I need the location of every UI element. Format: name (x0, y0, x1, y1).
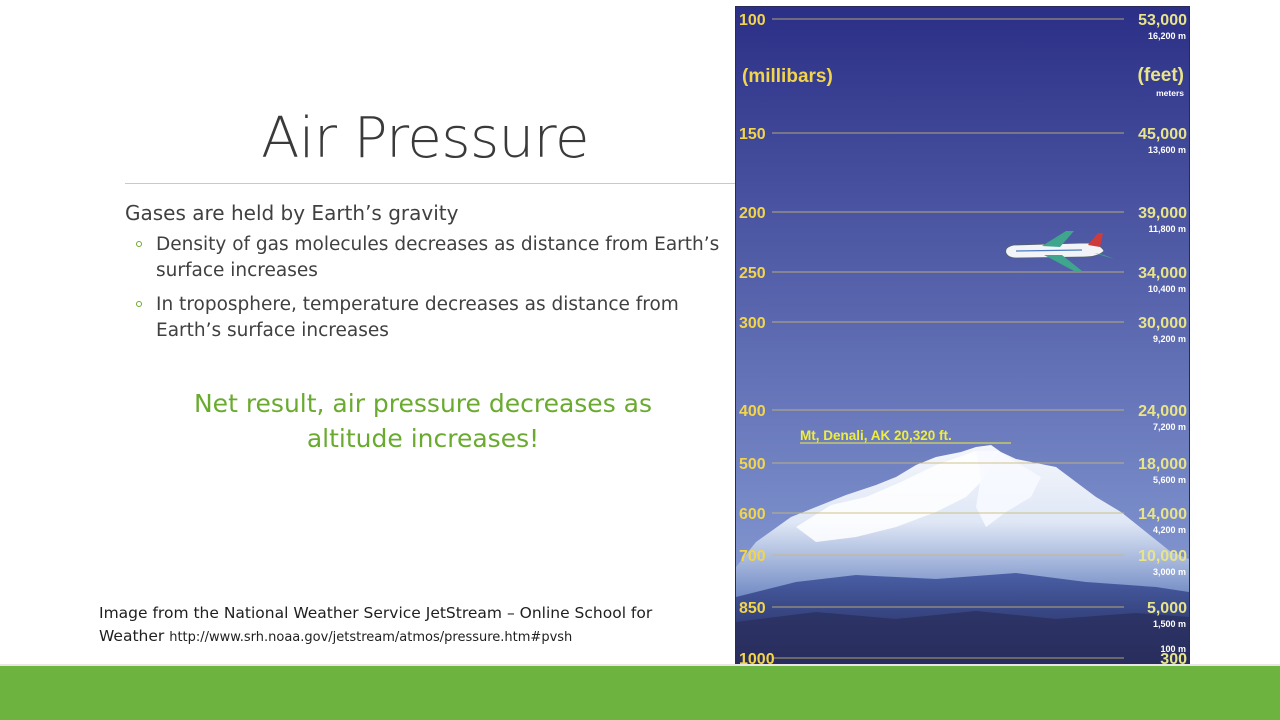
feet-label: 45,000 (1138, 126, 1187, 143)
main-bullet: Gases are held by Earth’s gravity (125, 201, 459, 225)
sub-bullet-text: Density of gas molecules decreases as di… (156, 234, 720, 281)
sub-bullet: In troposphere, temperature decreases as… (125, 292, 725, 344)
meters-label: 3,000 m (1153, 567, 1186, 577)
meters-unit-label: meters (1156, 88, 1184, 98)
sub-bullet: Density of gas molecules decreases as di… (125, 232, 725, 284)
citation-link[interactable]: http://www.srh.noaa.gov/jetstream/atmos/… (169, 630, 573, 645)
millibar-label: 850 (739, 600, 766, 617)
feet-label: 34,000 (1138, 265, 1187, 282)
feet-label: 24,000 (1138, 403, 1187, 420)
footer-bar (0, 666, 1280, 720)
meters-label: 4,200 m (1153, 525, 1186, 535)
millibar-label: 150 (739, 126, 766, 143)
meters-label: 5,600 m (1153, 475, 1186, 485)
pressure-altitude-figure: 100 53,000 16,200 m 150 45,000 13,600 m 200 39,… (735, 6, 1190, 667)
meters-label: 13,600 m (1148, 145, 1186, 155)
feet-label: 14,000 (1138, 506, 1187, 523)
feet-label: 53,000 (1138, 12, 1187, 29)
feet-label: 5,000 (1147, 600, 1187, 617)
millibar-label: 100 (739, 12, 766, 29)
slide-body: Gases are held by Earth’s gravity Densit… (125, 200, 725, 352)
image-citation: Image from the National Weather Service … (99, 602, 659, 649)
citation-text: Image from the National Weather Service … (99, 604, 653, 645)
millibar-label: 700 (739, 548, 766, 565)
circle-bullet-icon (136, 241, 142, 247)
meters-label: 9,200 m (1153, 334, 1186, 344)
meters-label: 1,500 m (1153, 619, 1186, 629)
feet-label: 300 (1160, 651, 1187, 666)
millibar-label: 500 (739, 456, 766, 473)
feet-label: 10,000 (1138, 548, 1187, 565)
millibar-label: 600 (739, 506, 766, 523)
meters-label: 100 m (1160, 644, 1186, 654)
meters-label: 10,400 m (1148, 284, 1186, 294)
pressure-altitude-svg: 100 53,000 16,200 m 150 45,000 13,600 m 200 39,… (736, 7, 1189, 666)
pressure-levels: 100 53,000 16,200 m 150 45,000 13,600 m 200 39,… (739, 12, 1187, 666)
slide-title: Air Pressure (261, 106, 589, 171)
conclusion-text: Net result, air pressure decreases as al… (193, 389, 653, 453)
feet-label: 30,000 (1138, 315, 1187, 332)
feet-label: 39,000 (1138, 205, 1187, 222)
sub-bullet-text: In troposphere, temperature decreases as… (156, 294, 679, 341)
feet-unit-label: (feet) (1138, 65, 1184, 86)
millibar-label: 300 (739, 315, 766, 332)
millibar-label: 1000 (739, 651, 775, 666)
meters-label: 7,200 m (1153, 422, 1186, 432)
airplane-icon (1005, 231, 1114, 271)
mountain-label: Mt, Denali, AK 20,320 ft. (800, 428, 952, 443)
title-divider (125, 183, 735, 184)
footer-divider (0, 664, 1280, 666)
meters-label: 16,200 m (1148, 31, 1186, 41)
circle-bullet-icon (136, 301, 142, 307)
millibar-label: 250 (739, 265, 766, 282)
millibar-label: 200 (739, 205, 766, 222)
feet-label: 18,000 (1138, 456, 1187, 473)
millibars-unit-label: (millibars) (742, 66, 833, 87)
millibar-label: 400 (739, 403, 766, 420)
meters-label: 11,800 m (1148, 224, 1186, 234)
